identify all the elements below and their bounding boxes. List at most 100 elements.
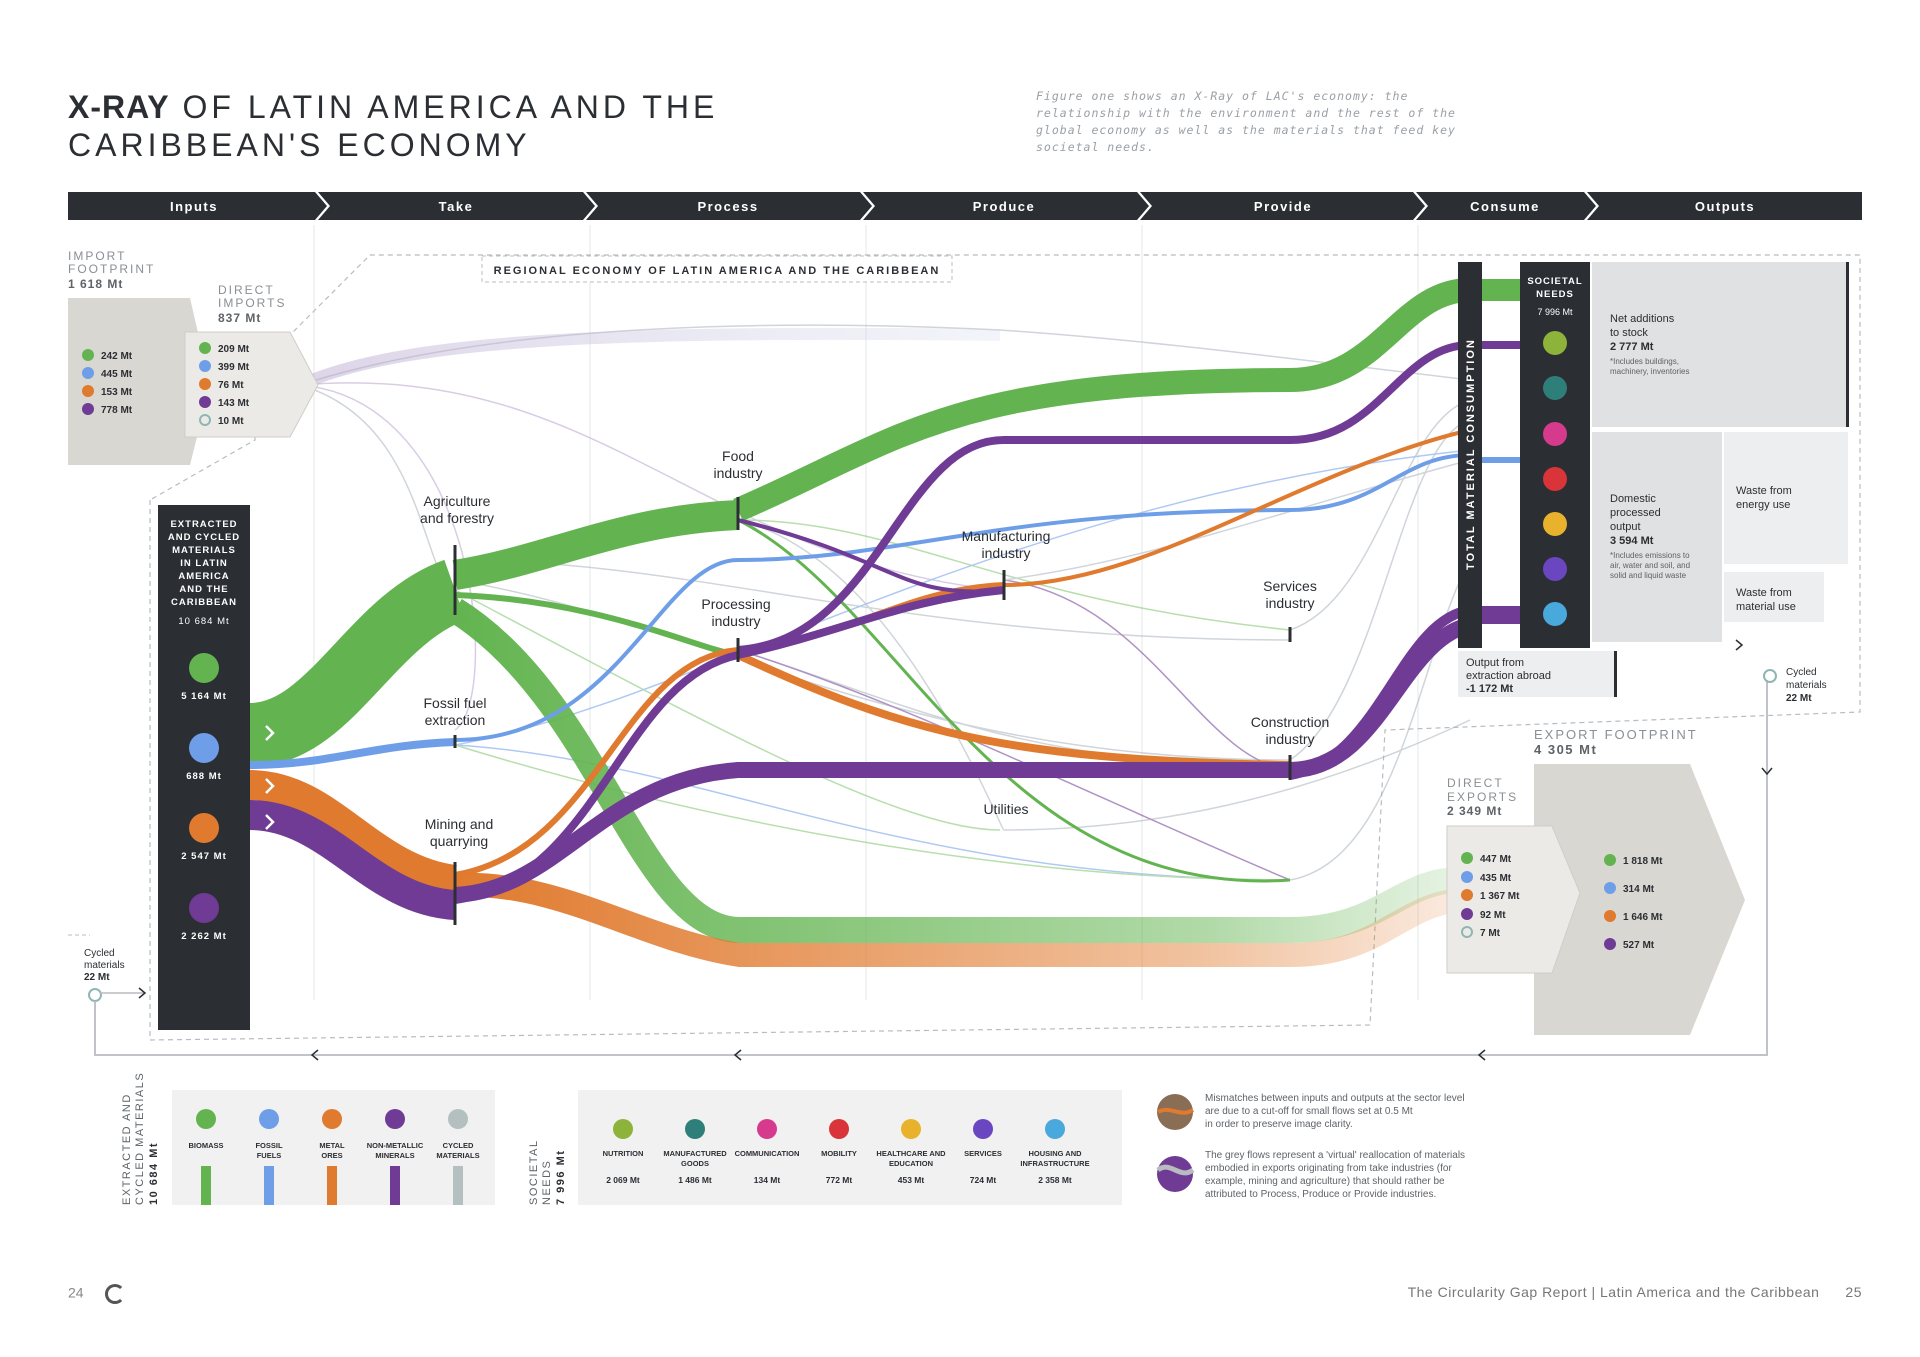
svg-text:IMPORT: IMPORT	[68, 249, 126, 263]
main-flows	[247, 278, 1473, 967]
legend-material-swatch	[201, 1166, 211, 1205]
metal-icon	[1604, 910, 1616, 922]
svg-text:1 618 Mt: 1 618 Mt	[68, 277, 123, 291]
metal-icon	[1461, 889, 1473, 901]
dpo-box	[1592, 432, 1722, 642]
svg-text:solid and liquid waste: solid and liquid waste	[1610, 571, 1687, 580]
svg-text:447 Mt: 447 Mt	[1480, 854, 1512, 865]
legend-need-label: NUTRITION	[603, 1149, 644, 1158]
export-footprint-box	[1534, 764, 1745, 1035]
legend-material-label: CYCLED	[443, 1141, 474, 1150]
agriculture-to-food	[452, 500, 739, 590]
svg-text:MATERIALS: MATERIALS	[172, 545, 236, 556]
legend-need-icon	[973, 1119, 993, 1139]
total-consumption-label: TOTAL MATERIAL CONSUMPTION	[1465, 338, 1477, 570]
intro-text: Figure one shows an X-Ray of LAC's econo…	[1036, 89, 1456, 154]
legend-need-value: 2 069 Mt	[606, 1175, 640, 1185]
net-additions-box	[1592, 262, 1848, 427]
logo-icon	[105, 1284, 126, 1304]
label-processing: Processing	[701, 596, 770, 612]
svg-text:SOCIETAL: SOCIETAL	[1527, 276, 1582, 287]
svg-text:445 Mt: 445 Mt	[101, 369, 133, 380]
legend-need-label: EDUCATION	[889, 1159, 933, 1168]
cycled-icon	[199, 414, 211, 426]
stage-outputs	[1587, 192, 1862, 220]
minerals-icon	[1604, 938, 1616, 950]
svg-text:NEEDS: NEEDS	[1536, 289, 1574, 300]
svg-text:7 996 Mt: 7 996 Mt	[555, 1150, 567, 1205]
svg-text:output: output	[1610, 521, 1641, 533]
legend-material-label: FOSSIL	[255, 1141, 283, 1150]
metal-icon	[189, 813, 219, 843]
svg-text:AND THE: AND THE	[179, 584, 228, 595]
legend-material-swatch	[264, 1166, 274, 1205]
housing-icon	[1543, 602, 1567, 626]
svg-text:22 Mt: 22 Mt	[1786, 693, 1812, 704]
nutrition-icon	[1543, 331, 1567, 355]
import-footprint: IMPORT FOOTPRINT 1 618 Mt 242 Mt 445 Mt …	[68, 249, 319, 465]
svg-text:10 Mt: 10 Mt	[218, 416, 244, 427]
stage-produce	[863, 192, 1149, 220]
svg-text:4 305 Mt: 4 305 Mt	[1534, 742, 1597, 757]
fossil-icon	[189, 733, 219, 763]
metal-to-mining	[249, 770, 458, 895]
svg-text:attributed to Process, Produce: attributed to Process, Produce or Provid…	[1205, 1189, 1436, 1200]
stage-label: Produce	[973, 199, 1036, 214]
metal-icon	[199, 378, 211, 390]
legend-material-swatch	[453, 1166, 463, 1205]
svg-text:SOCIETAL: SOCIETAL	[528, 1139, 540, 1205]
svg-text:industry: industry	[713, 465, 762, 481]
stage-consume	[1416, 192, 1596, 220]
biomass-icon	[82, 349, 94, 361]
svg-text:92 Mt: 92 Mt	[1480, 910, 1506, 921]
svg-text:*Includes buildings,: *Includes buildings,	[1610, 357, 1679, 366]
svg-text:10 684 Mt: 10 684 Mt	[178, 616, 229, 627]
direct-imports-box	[184, 331, 319, 438]
legend-material-label: MATERIALS	[436, 1151, 479, 1160]
extraction-abroad-box	[1458, 651, 1616, 697]
legend-need-label: INFRASTRUCTURE	[1020, 1159, 1089, 1168]
label-mining: Mining and	[425, 816, 494, 832]
label-construction: Construction	[1251, 714, 1330, 730]
arrow-right-icon	[1735, 639, 1744, 651]
svg-text:EXPORT FOOTPRINT: EXPORT FOOTPRINT	[1534, 727, 1698, 742]
biomass-icon	[1461, 852, 1473, 864]
svg-text:Waste from: Waste from	[1736, 485, 1792, 497]
legend-needs: SOCIETAL NEEDS 7 996 Mt NUTRITION 2 069 M…	[528, 1090, 1122, 1205]
svg-text:industry: industry	[1265, 595, 1314, 611]
legend-need-label: SERVICES	[964, 1149, 1002, 1158]
legend-need-value: 453 Mt	[898, 1175, 925, 1185]
svg-text:3 594 Mt: 3 594 Mt	[1610, 535, 1654, 547]
svg-text:1 646 Mt: 1 646 Mt	[1623, 912, 1663, 923]
stage-label: Outputs	[1695, 199, 1755, 214]
stage-take	[318, 192, 595, 220]
svg-text:are due to a cut-off for small: are due to a cut-off for small flows set…	[1205, 1106, 1413, 1117]
metal-export	[454, 872, 1462, 967]
svg-text:1 367 Mt: 1 367 Mt	[1480, 891, 1520, 902]
svg-text:2 777 Mt: 2 777 Mt	[1610, 341, 1654, 353]
legend-material-swatch	[390, 1166, 400, 1205]
page-number: 24	[68, 1284, 84, 1301]
report-title: The Circularity Gap Report | Latin Ameri…	[1407, 1284, 1820, 1300]
legend-need-value: 772 Mt	[826, 1175, 853, 1185]
legend-need-icon	[613, 1119, 633, 1139]
fossil-to-extraction	[249, 738, 456, 769]
arrow-left-icon	[310, 1049, 319, 1061]
svg-text:7 Mt: 7 Mt	[1480, 928, 1501, 939]
svg-text:EXTRACTED: EXTRACTED	[170, 519, 237, 530]
svg-text:778 Mt: 778 Mt	[101, 405, 133, 416]
legend-need-icon	[757, 1119, 777, 1139]
stage-label: Consume	[1470, 199, 1540, 214]
svg-text:EXPORTS: EXPORTS	[1447, 790, 1518, 804]
svg-text:material use: material use	[1736, 601, 1796, 613]
svg-text:2 262 Mt: 2 262 Mt	[181, 931, 227, 942]
svg-text:153 Mt: 153 Mt	[101, 387, 133, 398]
svg-text:5 164 Mt: 5 164 Mt	[181, 691, 227, 702]
stage-process	[586, 192, 872, 220]
biomass-icon	[1604, 854, 1616, 866]
biomass-icon	[189, 653, 219, 683]
svg-text:NEEDS: NEEDS	[541, 1160, 553, 1205]
legend-material-label: BIOMASS	[188, 1141, 223, 1150]
arrow-right-icon	[138, 987, 147, 999]
